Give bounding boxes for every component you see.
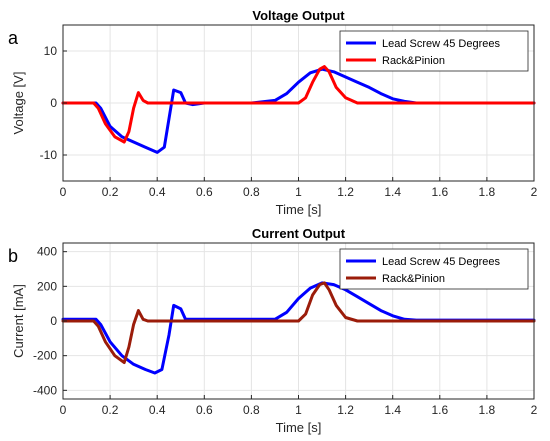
x-tick-label: 0.2 xyxy=(102,185,119,199)
legend-label-1: Lead Screw 45 Degrees xyxy=(382,38,501,50)
x-tick-label: 0.4 xyxy=(149,185,166,199)
y-tick-label: 400 xyxy=(37,245,57,259)
chart-panel-a: 0 0.2 0.4 0.6 0.8 1 1.2 1.4 1.6 1.8 2 -10 0 10 Voltage… xyxy=(8,8,538,217)
x-tick-label: 1.2 xyxy=(337,185,354,199)
series-line-2 xyxy=(61,281,536,365)
x-tick-label: 1.4 xyxy=(384,185,401,199)
x-tick-label: 0 xyxy=(60,185,67,199)
chart-title: Current Output xyxy=(252,226,346,241)
x-tick-label: 1.8 xyxy=(479,185,496,199)
x-tick-label: 0.2 xyxy=(102,403,119,417)
x-tick-label: 0.6 xyxy=(196,185,213,199)
legend-box xyxy=(339,248,529,290)
x-tick-label: 0.8 xyxy=(243,185,260,199)
series-line-1 xyxy=(61,281,536,375)
x-tick-label: 1.2 xyxy=(337,403,354,417)
y-axis-label: Voltage [V] xyxy=(11,72,26,135)
x-tick-label: 1.8 xyxy=(479,403,496,417)
y-tick-label: -10 xyxy=(40,148,58,162)
x-tick-label: 0 xyxy=(60,403,67,417)
x-tick-label: 1 xyxy=(295,403,302,417)
chart-title: Voltage Output xyxy=(252,8,345,23)
x-tick-label: 1 xyxy=(295,185,302,199)
x-axis-label: Time [s] xyxy=(276,202,322,217)
x-tick-label: 0.8 xyxy=(243,403,260,417)
y-tick-label: 200 xyxy=(37,279,57,293)
panel-label: a xyxy=(8,28,19,48)
legend-label-1: Lead Screw 45 Degrees xyxy=(382,256,501,268)
y-tick-label: 0 xyxy=(50,314,57,328)
panel-label: b xyxy=(8,246,18,266)
chart-panel-b: 0 0.2 0.4 0.6 0.8 1 1.2 1.4 1.6 1.8 2 -400 -200 0 200 4… xyxy=(8,226,538,435)
legend-label-2: Rack&Pinion xyxy=(382,55,445,67)
x-axis-label: Time [s] xyxy=(276,420,322,435)
x-tick-label: 0.4 xyxy=(149,403,166,417)
x-tick-label: 1.6 xyxy=(431,185,448,199)
x-tick-label: 2 xyxy=(531,403,538,417)
y-tick-label: 10 xyxy=(44,44,58,58)
x-tick-label: 0.6 xyxy=(196,403,213,417)
y-tick-label: -400 xyxy=(33,383,57,397)
legend: Lead Screw 45 Degrees Rack&Pinion xyxy=(339,30,529,72)
y-tick-label: 0 xyxy=(50,96,57,110)
legend: Lead Screw 45 Degrees Rack&Pinion xyxy=(339,248,529,290)
x-tick-label: 2 xyxy=(531,185,538,199)
series-line-2 xyxy=(61,65,536,144)
y-axis-label: Current [mA] xyxy=(11,284,26,358)
legend-label-2: Rack&Pinion xyxy=(382,273,445,285)
legend-box xyxy=(339,30,529,72)
y-tick-label: -200 xyxy=(33,349,57,363)
x-tick-label: 1.4 xyxy=(384,403,401,417)
x-tick-label: 1.6 xyxy=(431,403,448,417)
